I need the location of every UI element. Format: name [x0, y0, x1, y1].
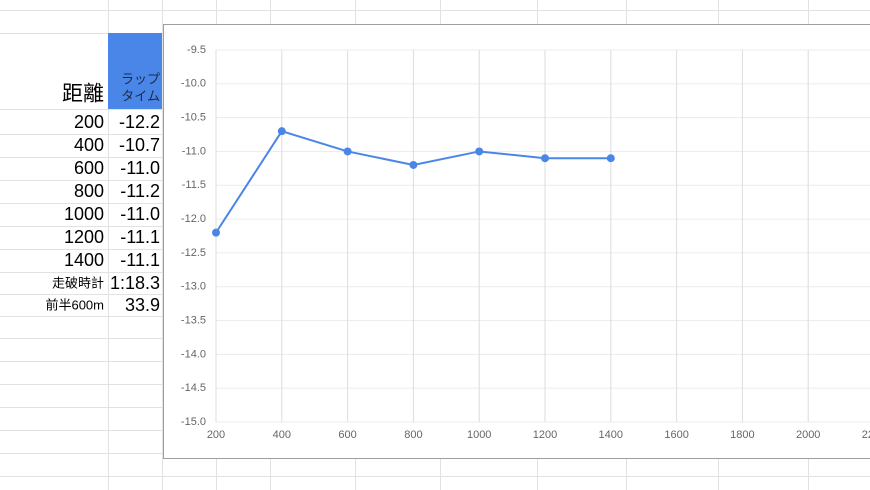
- lap-cell: -11.1: [120, 250, 160, 270]
- data-point: [475, 147, 484, 156]
- x-tick-label: 1400: [599, 429, 623, 441]
- lap-cell: -10.7: [119, 135, 160, 155]
- x-tick-label: 1800: [730, 429, 754, 441]
- lap-cell: -11.0: [120, 204, 160, 224]
- y-tick-label: -12.5: [181, 247, 206, 259]
- x-tick-label: 600: [338, 429, 356, 441]
- y-tick-label: -11.0: [182, 145, 206, 157]
- lap-cell: -11.0: [120, 158, 160, 178]
- y-tick-label: -12.0: [181, 213, 206, 225]
- lap-cell: -12.2: [119, 112, 160, 132]
- y-tick-label: -10.0: [181, 78, 206, 90]
- cells: 200 -12.2 400 -10.7 600 -11.0 800 -11.2 1000 -11.…: [45, 112, 160, 315]
- data-point: [212, 228, 220, 237]
- data-point: [606, 154, 615, 163]
- y-tick-label: -11.5: [182, 179, 206, 191]
- x-tick-label: 1600: [664, 429, 688, 441]
- lap-cell: 33.9: [125, 295, 160, 315]
- distance-cell: 1000: [64, 204, 104, 224]
- x-tick-label: 800: [404, 429, 422, 441]
- distance-cell: 200: [74, 112, 104, 132]
- y-tick-label: -15.0: [181, 416, 206, 428]
- lap-header: ラップ: [121, 71, 160, 86]
- x-tick-label: 200: [207, 429, 225, 441]
- distance-header: 距離: [62, 83, 104, 106]
- data-point: [343, 147, 352, 156]
- y-tick-label: -10.5: [181, 112, 206, 124]
- y-tick-label: -13.0: [181, 281, 206, 293]
- x-tick-label: 2000: [796, 429, 820, 441]
- lap-cell: -11.1: [120, 227, 160, 247]
- lap-cell: 1:18.3: [110, 273, 160, 293]
- y-tick-label: -13.5: [181, 314, 206, 326]
- data-point: [541, 154, 549, 163]
- distance-cell: 600: [74, 158, 104, 178]
- x-tick-label: 400: [273, 429, 291, 441]
- chart-frame: [163, 24, 870, 459]
- distance-cell: 1400: [64, 250, 104, 270]
- y-tick-label: -14.0: [181, 348, 206, 360]
- lap-header: タイム: [121, 88, 160, 103]
- chart: -9.5 -10.0 -10.5 -11.0 -11.5 -12.0 -12.5 -13.0 -…: [181, 44, 870, 441]
- distance-cell: 800: [74, 181, 104, 201]
- distance-cell: 前半600m: [45, 297, 104, 312]
- distance-cell: 走破時計: [52, 275, 104, 290]
- lap-cell: -11.2: [120, 181, 160, 201]
- data-point: [277, 127, 286, 136]
- distance-cell: 1200: [64, 227, 104, 247]
- distance-cell: 400: [74, 135, 104, 155]
- x-tick-label: 1200: [533, 429, 557, 441]
- header-cell: [108, 33, 162, 109]
- data-point: [409, 160, 418, 169]
- y-tick-label: -14.5: [181, 382, 206, 394]
- x-tick-label: 1000: [467, 429, 491, 441]
- x-tick-label: 2200: [862, 429, 870, 441]
- y-tick-label: -9.5: [187, 44, 206, 56]
